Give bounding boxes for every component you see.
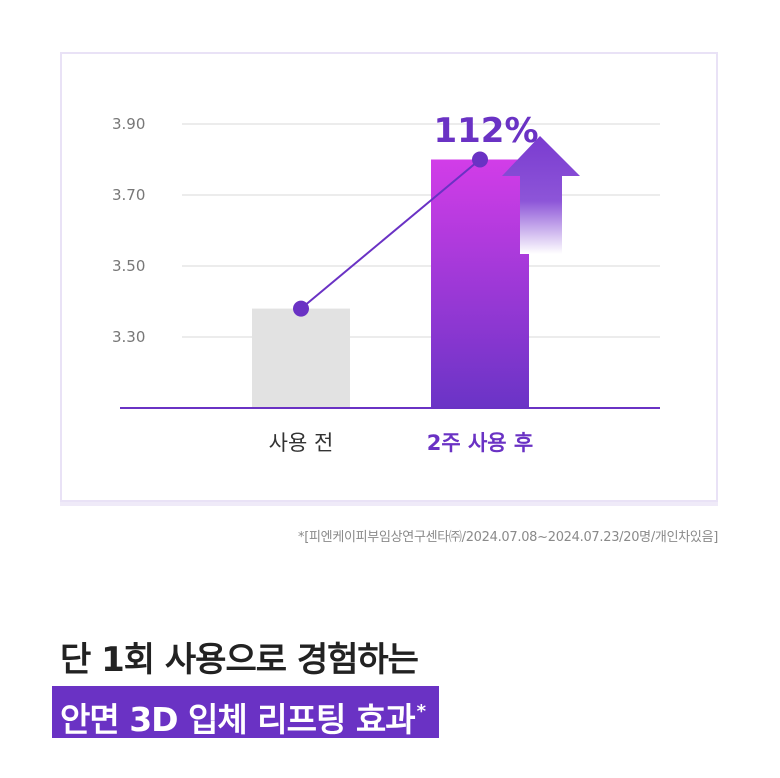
study-footnote: *[피엔케이피부임상연구센타㈜/2024.07.08~2024.07.23/20… [298, 530, 718, 545]
y-tick-label: 3.30 [112, 328, 145, 346]
headline-line-1: 단 1회 사용으로 경험하는 [60, 640, 419, 680]
y-tick-label: 3.70 [112, 186, 145, 204]
x-category-label: 2주 사용 후 [427, 431, 534, 455]
bar-1 [252, 308, 350, 408]
up-arrow-icon [502, 136, 580, 254]
y-tick-label: 3.50 [112, 257, 145, 275]
increase-annotation: 112% [433, 111, 538, 151]
headline-asterisk: * [416, 701, 426, 722]
bar-2 [431, 159, 529, 408]
headline-line-2-text: 안면 3D 입체 리프팅 효과 [60, 700, 416, 739]
chart-card: 3.90 3.70 3.50 3.30 사용 전 2주 사용 후 112% [60, 52, 718, 506]
bar-chart: 3.90 3.70 3.50 3.30 사용 전 2주 사용 후 112% [112, 111, 660, 455]
data-point-2 [472, 151, 488, 168]
trend-line [300, 158, 481, 310]
data-point-1 [293, 300, 309, 317]
x-category-label: 사용 전 [269, 431, 334, 455]
y-tick-label: 3.90 [112, 115, 145, 133]
headline-line-2: 안면 3D 입체 리프팅 효과 * [52, 686, 439, 739]
